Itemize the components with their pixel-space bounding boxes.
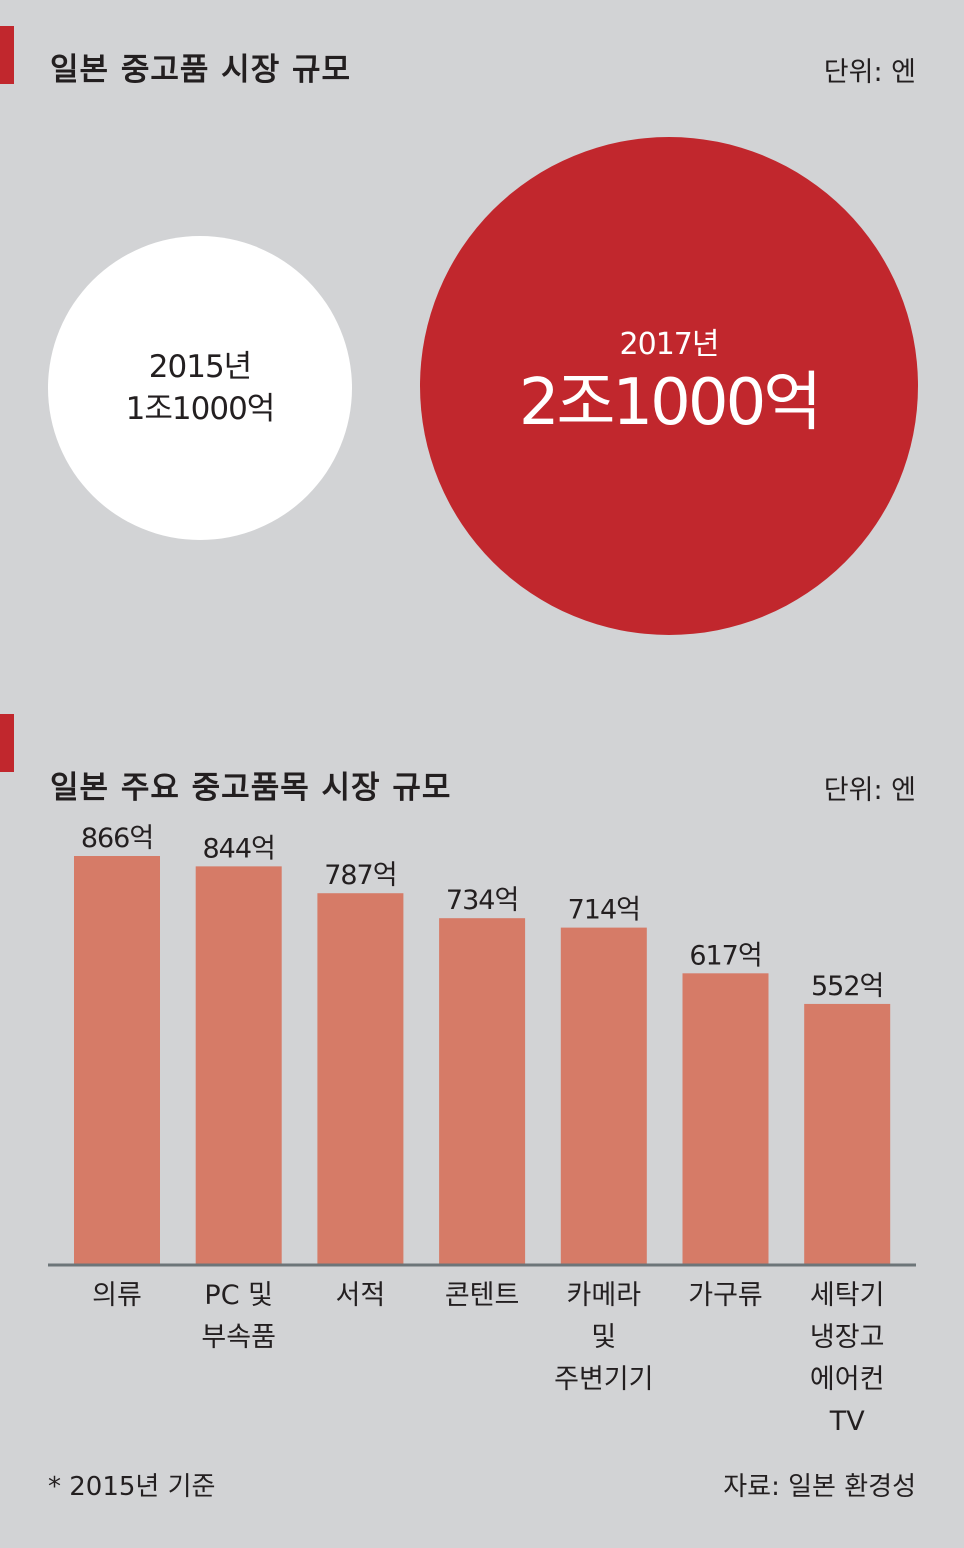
category-label: 주변기기	[554, 1364, 653, 1395]
bar-value-label: 617억	[689, 940, 761, 971]
bar-2	[195, 866, 282, 1264]
section-accent-bar	[0, 714, 14, 772]
category-label: 에어컨	[810, 1364, 885, 1395]
circle-2015: 2015년 1조1000억	[48, 236, 352, 540]
circle-2015-year: 2015년	[148, 349, 252, 385]
category-label: TV	[829, 1406, 865, 1437]
bar-6	[682, 973, 769, 1264]
category-label: 가구류	[688, 1280, 763, 1311]
category-label: 냉장고	[810, 1322, 885, 1353]
bar-value-label: 844억	[203, 833, 275, 864]
bar-value-label: 866억	[81, 823, 153, 854]
category-label: 서적	[336, 1280, 386, 1311]
category-label: 및	[591, 1322, 616, 1353]
items-unit: 단위: 엔	[823, 775, 916, 806]
bar-5	[560, 927, 647, 1264]
bar-value-label: 787억	[324, 860, 396, 891]
bar-value-label: 552억	[811, 971, 883, 1002]
bar-4	[439, 918, 526, 1264]
bar-7	[804, 1003, 891, 1264]
category-label: PC 및	[204, 1280, 273, 1311]
category-label: 의류	[92, 1280, 142, 1311]
market-size-unit: 단위: 엔	[823, 57, 916, 88]
bar-value-label: 714억	[568, 895, 640, 926]
market-size-title: 일본 중고품 시장 규모	[50, 52, 352, 88]
category-label: 콘텐트	[445, 1280, 520, 1311]
bar-3	[317, 893, 404, 1264]
footnote: * 2015년 기준	[48, 1472, 216, 1502]
bar-1	[74, 856, 160, 1264]
category-label: 부속품	[201, 1322, 276, 1353]
items-title: 일본 주요 중고품목 시장 규모	[50, 770, 452, 806]
category-label: 세탁기	[810, 1280, 885, 1311]
bar-value-label: 734억	[446, 885, 518, 916]
circle-2017: 2017년 2조1000억	[420, 137, 918, 635]
section-accent-bar	[0, 26, 14, 84]
circle-2017-year: 2017년	[619, 327, 720, 362]
category-label: 카메라	[567, 1280, 642, 1311]
source-note: 자료: 일본 환경성	[723, 1472, 916, 1502]
circle-2015-value: 1조1000억	[125, 391, 276, 427]
circle-2017-value: 2조1000억	[518, 366, 822, 440]
